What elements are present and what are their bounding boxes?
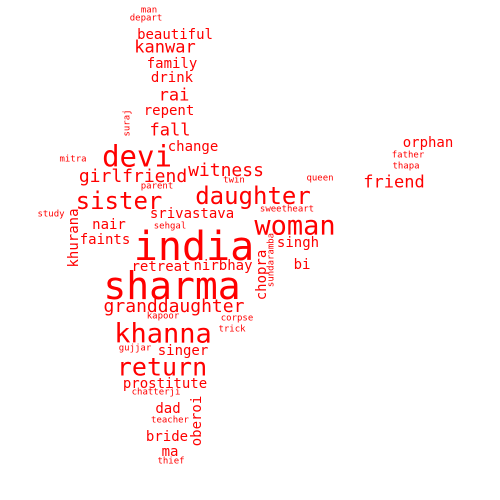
word-chatterji: chatterji <box>131 387 181 398</box>
word-parent: parent <box>140 181 174 192</box>
word-queen: queen <box>306 173 334 184</box>
word-srivastava: srivastava <box>149 206 235 222</box>
word-bi: bi <box>293 257 311 273</box>
word-khurana: khurana <box>66 208 82 268</box>
word-chopra: chopra <box>254 249 270 301</box>
word-kapoor: kapoor <box>146 311 180 322</box>
word-girlfriend: girlfriend <box>78 166 188 187</box>
word-change: change <box>167 139 219 155</box>
word-oberoi: oberoi <box>189 395 205 447</box>
word-father: father <box>391 150 425 161</box>
word-drink: drink <box>150 70 194 86</box>
word-twin: twin <box>223 175 245 186</box>
word-study: study <box>37 209 65 220</box>
word-thapa: thapa <box>392 161 420 172</box>
word-suraj: suraj <box>122 109 133 137</box>
word-beautiful: beautiful <box>137 27 213 43</box>
word-orphan: orphan <box>402 135 454 151</box>
word-repent: repent <box>143 103 195 119</box>
word-gujjar: gujjar <box>118 343 152 354</box>
word-prostitute: prostitute <box>122 376 208 392</box>
word-daughter: daughter <box>195 182 311 210</box>
word-khanna: khanna <box>114 318 212 350</box>
word-singh: singh <box>276 235 320 251</box>
word-thief: thief <box>157 456 185 467</box>
word-mitra: mitra <box>59 154 87 165</box>
word-kanwar: kanwar <box>134 37 196 58</box>
word-india: india <box>133 224 255 270</box>
word-trick: trick <box>218 324 246 335</box>
word-granddaughter: granddaughter <box>103 296 245 317</box>
word-nirbhay: nirbhay <box>193 258 253 274</box>
word-depart: depart <box>129 13 163 24</box>
word-singer: singer <box>157 343 209 359</box>
word-devi: devi <box>102 139 172 174</box>
word-friend: friend <box>363 172 425 193</box>
word-ma: ma <box>161 444 179 460</box>
word-sweetheart: sweetheart <box>259 204 315 215</box>
word-nair: nair <box>92 217 126 233</box>
word-faints: faints <box>79 232 131 248</box>
word-fall: fall <box>149 120 191 141</box>
word-rai: rai <box>158 85 190 106</box>
word-return: return <box>116 352 208 382</box>
word-sharma: sharma <box>103 264 241 308</box>
word-family: family <box>146 56 198 72</box>
word-sister: sister <box>75 187 163 215</box>
word-dad: dad <box>155 401 181 417</box>
word-sehgal: sehgal <box>153 221 187 232</box>
word-man: man <box>140 5 158 16</box>
word-teacher: teacher <box>151 415 189 426</box>
word-bride: bride <box>145 429 189 445</box>
word-retreat: retreat <box>131 259 191 275</box>
word-corpse: corpse <box>220 313 254 324</box>
word-witness: witness <box>188 160 264 181</box>
word-woman: woman <box>254 210 336 242</box>
